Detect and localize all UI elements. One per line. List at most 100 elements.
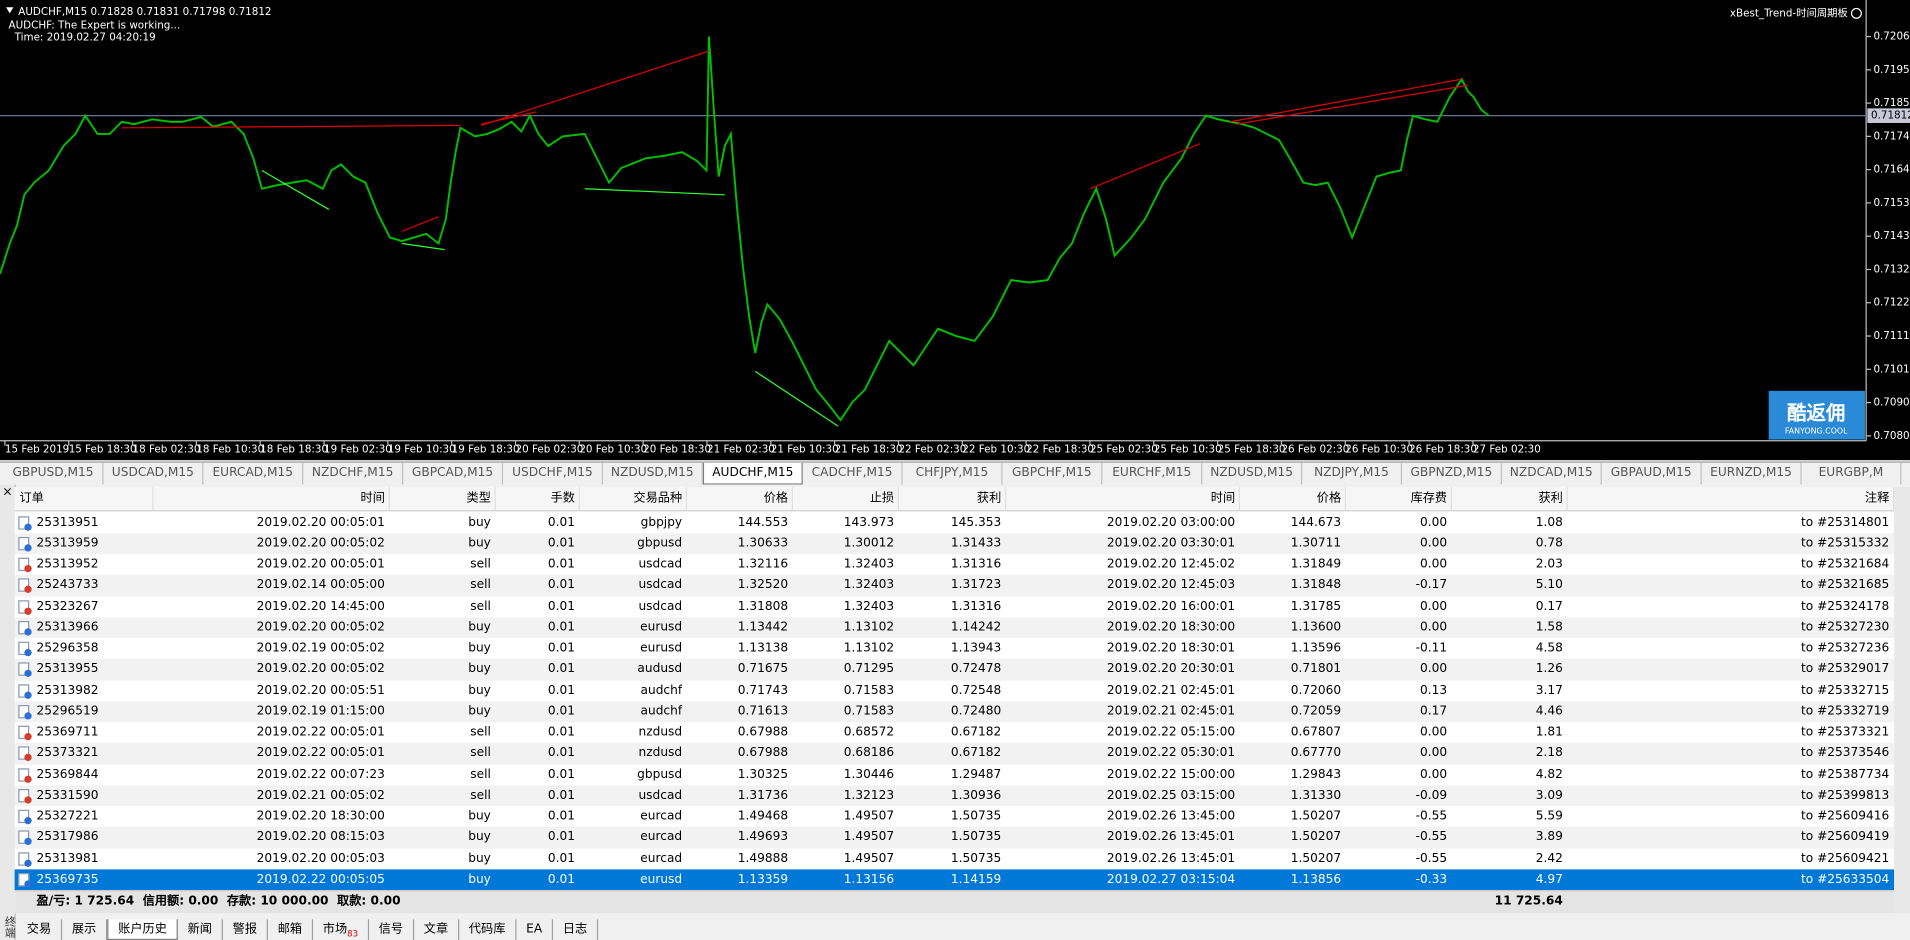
column-header[interactable]: 类型 (391, 487, 496, 511)
table-cell: 0.01 (547, 788, 575, 803)
table-cell: 2019.02.25 03:15:00 (1106, 788, 1236, 803)
symbol-tab[interactable]: NZDUSD,M15 (1202, 462, 1303, 485)
bottom-tab[interactable]: 账户历史 (107, 919, 178, 940)
price-chart: AUDCHF,M15 0.71828 0.71831 0.71798 0.718… (0, 0, 1910, 461)
symbol-tab[interactable]: NZDCAD,M15 (1502, 462, 1602, 485)
table-cell: -0.55 (1415, 851, 1448, 866)
table-cell: 0.17 (1535, 599, 1563, 614)
table-cell: 25331590 (36, 788, 99, 803)
table-row[interactable]: 25296519 2019.02.19 01:15:00 buy 0.01 audchf… (14, 701, 1895, 723)
scrollbar[interactable] (1894, 487, 1910, 914)
history-table: 订单 时间 类型 手数 交易品种 价格 止损 获利 时间 价格 库存费 获利 注释 25313951 201… (14, 487, 1895, 914)
order-icon (18, 746, 32, 762)
symbol-tab[interactable]: AUDCHF,M15 (702, 462, 803, 485)
column-header[interactable]: 价格 (1241, 487, 1347, 511)
table-cell: buy (468, 536, 491, 551)
table-cell: 1.13442 (737, 620, 789, 635)
order-icon (18, 725, 32, 741)
symbol-tab[interactable]: EURNZD,M15 (1702, 462, 1802, 485)
table-row[interactable]: 25327221 2019.02.20 18:30:00 buy 0.01 eurcad… (15, 806, 1895, 827)
table-cell: to #25327236 (1800, 641, 1890, 656)
table-cell: 2019.02.20 03:00:00 (1106, 515, 1236, 530)
symbol-tab[interactable]: EURGBP,M (1802, 462, 1902, 485)
table-cell: to #25329017 (1800, 662, 1890, 677)
table-row[interactable]: 25313982 2019.02.20 00:05:51 buy 0.01 audchf… (15, 680, 1895, 701)
symbol-tab[interactable]: GBPCHF,M15 (1003, 462, 1103, 485)
table-cell: 2019.02.14 00:05:00 (256, 578, 385, 593)
symbol-tab[interactable]: EURCAD,M15 (203, 462, 304, 485)
bottom-tab[interactable]: 新闻 (178, 919, 223, 940)
table-cell: sell (470, 725, 491, 740)
symbol-tab[interactable]: USDCAD,M15 (104, 462, 204, 485)
bottom-tab[interactable]: 文章 (414, 919, 460, 940)
column-header[interactable]: 时间 (1007, 487, 1241, 511)
column-header[interactable]: 订单 (19, 487, 154, 511)
table-cell: 0.72480 (950, 704, 1002, 719)
table-row[interactable]: 25313981 2019.02.20 00:05:03 buy 0.01 eurcad… (15, 848, 1895, 869)
table-row[interactable]: 25323267 2019.02.20 14:45:00 sell 0.01 usdca… (15, 596, 1895, 617)
table-row[interactable]: 25313966 2019.02.20 00:05:02 buy 0.01 eurusd… (14, 617, 1895, 639)
close-button[interactable]: × (2, 485, 13, 500)
bottom-tab[interactable]: 信号 (369, 919, 415, 940)
column-header[interactable]: 手数 (497, 487, 580, 511)
table-cell: 2019.02.20 00:05:02 (256, 536, 385, 551)
table-cell: 0.00 (1419, 515, 1448, 530)
symbol-tab[interactable]: EURCHF,M15 (1102, 462, 1203, 485)
bottom-tab[interactable]: 邮箱 (268, 919, 314, 940)
column-header[interactable]: 库存费 (1347, 487, 1452, 511)
table-cell: 25313981 (36, 851, 99, 866)
summary-row: 盈/亏: 1 725.64 信用额: 0.00 存款: 10 000.00 取款… (14, 890, 1895, 914)
table-cell: to #25609419 (1800, 830, 1890, 845)
table-cell: 0.67182 (950, 725, 1002, 740)
bottom-tab[interactable]: EA (516, 919, 554, 940)
bottom-tab[interactable]: 市场83 (313, 919, 369, 940)
table-row[interactable]: 25369711 2019.02.22 00:05:01 sell 0.01 nzdus… (15, 722, 1895, 743)
table-row[interactable]: 25317986 2019.02.20 08:15:03 buy 0.01 eurcad… (14, 827, 1895, 849)
symbol-tab[interactable]: NZDUSD,M15 (603, 462, 703, 485)
table-row[interactable]: 25313952 2019.02.20 00:05:01 sell 0.01 usdca… (15, 554, 1895, 575)
table-header: 订单 时间 类型 手数 交易品种 价格 止损 获利 时间 价格 库存费 获利 注释 (14, 487, 1895, 512)
bottom-tab[interactable]: 展示 (62, 919, 108, 940)
table-row[interactable]: 25296358 2019.02.19 00:05:02 buy 0.01 eurusd… (15, 638, 1895, 659)
symbol-tab[interactable]: GBPUSD,M15 (4, 462, 104, 485)
chart-background (0, 0, 1910, 461)
column-header[interactable]: 止损 (794, 487, 899, 511)
symbol-tab[interactable]: GBPNZD,M15 (1402, 462, 1502, 485)
symbol-tab[interactable]: NZDJPY,M15 (1302, 462, 1403, 485)
table-cell: to #25321684 (1800, 557, 1890, 572)
column-header[interactable]: 价格 (688, 487, 793, 511)
bottom-tab[interactable]: 警报 (223, 919, 268, 940)
table-row[interactable]: 25313959 2019.02.20 00:05:02 buy 0.01 gbpusd… (14, 533, 1895, 555)
table-cell: 1.13596 (1290, 641, 1342, 656)
indicator-icon[interactable] (1850, 7, 1862, 19)
collapse-arrow[interactable] (6, 7, 14, 14)
table-row[interactable]: 25313955 2019.02.20 00:05:02 buy 0.01 audusd… (14, 659, 1895, 681)
symbol-tab[interactable]: CHFJPY,M15 (903, 462, 1003, 485)
table-cell: to #25609421 (1800, 851, 1890, 866)
bottom-tab[interactable]: 交易 (17, 919, 63, 940)
tab-label: 文章 (423, 922, 449, 937)
table-row[interactable]: 25243733 2019.02.14 00:05:00 sell 0.01 usdca… (14, 575, 1895, 597)
symbol-tab[interactable]: NZDCHF,M15 (303, 462, 404, 485)
table-row[interactable]: 25331590 2019.02.21 00:05:02 sell 0.01 usdca… (14, 785, 1895, 807)
column-header[interactable]: 交易品种 (581, 487, 688, 511)
table-row[interactable]: 25369735 2019.02.22 00:05:05 buy 0.01 eurusd… (14, 869, 1895, 891)
bottom-tab[interactable]: 日志 (553, 919, 599, 940)
column-header[interactable]: 获利 (900, 487, 1007, 511)
table-row[interactable]: 25313951 2019.02.20 00:05:01 buy 0.01 gbpjpy… (15, 512, 1895, 533)
table-cell: eurusd (640, 620, 683, 635)
column-header[interactable]: 时间 (158, 487, 390, 511)
table-cell: 0.67182 (950, 746, 1002, 761)
time-tick-label: 22 Feb 10:30 (962, 443, 1030, 455)
symbol-tab[interactable]: USDCHF,M15 (503, 462, 603, 485)
table-cell: buy (468, 641, 491, 656)
column-header[interactable]: 注释 (1569, 487, 1895, 511)
table-row[interactable]: 25373321 2019.02.22 00:05:01 sell 0.01 nzdus… (14, 743, 1895, 765)
symbol-tab[interactable]: CADCHF,M15 (803, 462, 903, 485)
symbol-tab[interactable]: GBPAUD,M15 (1602, 462, 1702, 485)
table-row[interactable]: 25369844 2019.02.22 00:07:23 sell 0.01 gbpus… (15, 764, 1895, 785)
symbol-tab[interactable]: GBPCAD,M15 (403, 462, 504, 485)
bottom-tab[interactable]: 代码库 (459, 919, 517, 940)
column-header[interactable]: 获利 (1453, 487, 1568, 511)
price-tick-label: 0.71325 (1873, 263, 1910, 275)
